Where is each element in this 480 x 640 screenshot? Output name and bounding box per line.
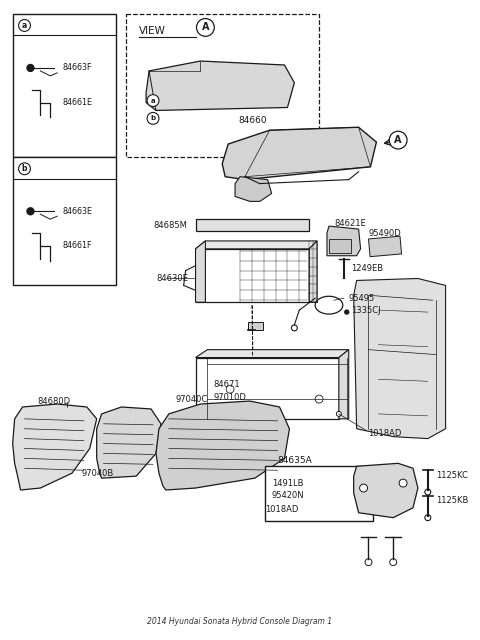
Bar <box>264 467 373 521</box>
Polygon shape <box>146 61 294 111</box>
Circle shape <box>27 65 34 72</box>
Bar <box>369 236 402 257</box>
Text: 1125KB: 1125KB <box>436 497 468 506</box>
Text: 84660: 84660 <box>238 116 267 125</box>
Text: 95490D: 95490D <box>369 228 401 237</box>
Circle shape <box>19 163 30 175</box>
Text: 1018AD: 1018AD <box>264 505 298 515</box>
Circle shape <box>399 479 407 487</box>
Text: 1125KC: 1125KC <box>436 470 468 480</box>
Polygon shape <box>339 349 349 419</box>
Text: 84635A: 84635A <box>277 456 312 465</box>
Circle shape <box>315 395 323 403</box>
Polygon shape <box>235 177 272 202</box>
Polygon shape <box>354 278 445 438</box>
Polygon shape <box>195 219 309 231</box>
Polygon shape <box>195 349 349 358</box>
Circle shape <box>27 208 34 215</box>
Polygon shape <box>195 249 309 302</box>
Text: 97010D: 97010D <box>213 392 246 401</box>
Circle shape <box>425 489 431 495</box>
Text: 84685M: 84685M <box>153 221 187 230</box>
Circle shape <box>390 559 396 566</box>
Polygon shape <box>156 401 289 490</box>
Text: 84661E: 84661E <box>62 98 92 107</box>
Text: A: A <box>202 22 209 33</box>
Polygon shape <box>309 241 317 302</box>
Text: b: b <box>150 115 156 122</box>
Text: 1335CJ: 1335CJ <box>351 306 380 315</box>
Text: 84671: 84671 <box>213 380 240 388</box>
Text: 84663F: 84663F <box>62 63 92 72</box>
Polygon shape <box>327 226 360 256</box>
Text: 1491LB: 1491LB <box>272 479 303 488</box>
Polygon shape <box>195 241 205 302</box>
Text: 95495: 95495 <box>349 294 375 303</box>
Text: 84661F: 84661F <box>62 241 92 250</box>
Bar <box>12 157 117 285</box>
Circle shape <box>226 385 234 393</box>
Circle shape <box>389 131 407 149</box>
Polygon shape <box>195 358 339 419</box>
Text: 2014 Hyundai Sonata Hybrid Console Diagram 1: 2014 Hyundai Sonata Hybrid Console Diagr… <box>147 618 333 627</box>
Text: 97040B: 97040B <box>82 468 114 477</box>
Text: A: A <box>395 135 402 145</box>
Bar <box>248 322 263 330</box>
Text: b: b <box>22 164 27 173</box>
Polygon shape <box>354 463 418 518</box>
Circle shape <box>196 19 214 36</box>
Text: a: a <box>22 21 27 30</box>
Circle shape <box>336 412 341 417</box>
Circle shape <box>345 310 349 314</box>
Text: a: a <box>151 97 156 104</box>
Circle shape <box>360 484 368 492</box>
Circle shape <box>147 95 159 106</box>
Bar <box>329 239 351 253</box>
Polygon shape <box>195 241 317 249</box>
Text: 95420N: 95420N <box>272 492 304 500</box>
Polygon shape <box>222 127 376 180</box>
Text: VIEW: VIEW <box>139 26 166 36</box>
Polygon shape <box>12 404 96 490</box>
Circle shape <box>365 559 372 566</box>
Text: 97040C: 97040C <box>176 395 208 404</box>
Text: 84680D: 84680D <box>37 397 71 406</box>
Polygon shape <box>96 407 161 478</box>
Text: 84621E: 84621E <box>334 219 366 228</box>
Circle shape <box>425 515 431 521</box>
Text: 1018AD: 1018AD <box>369 429 402 438</box>
Circle shape <box>19 19 30 31</box>
Bar <box>12 13 117 157</box>
Text: 84663E: 84663E <box>62 207 92 216</box>
Text: 84630E: 84630E <box>156 274 188 283</box>
Bar <box>126 13 319 157</box>
Circle shape <box>291 325 297 331</box>
Circle shape <box>147 113 159 124</box>
Text: 1249EB: 1249EB <box>351 264 383 273</box>
